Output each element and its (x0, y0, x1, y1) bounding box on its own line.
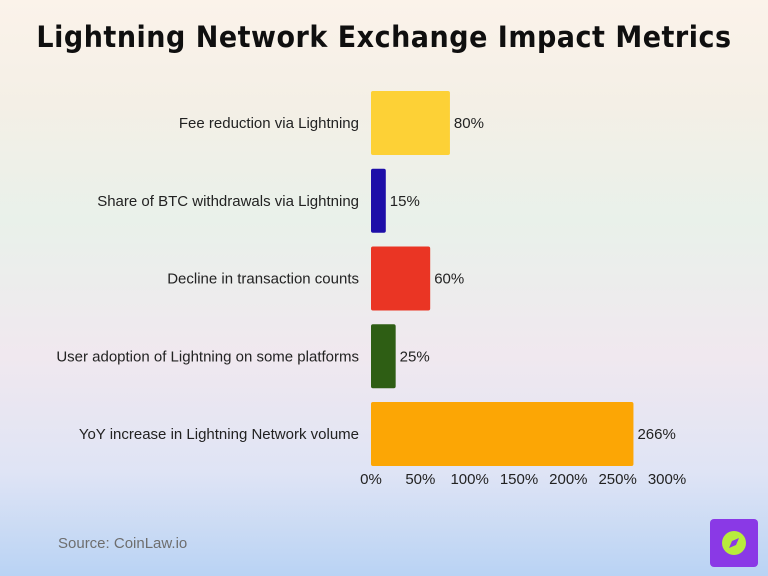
bar-chart: Fee reduction via Lightning 80% Share of B… (56, 91, 686, 488)
x-tick-label: 0% (360, 471, 382, 488)
bar (371, 91, 450, 155)
data-label: 266% (637, 426, 675, 443)
x-tick-label: 50% (405, 471, 435, 488)
x-tick-label: 200% (549, 471, 587, 488)
data-label: 25% (400, 348, 430, 365)
x-tick-label: 300% (648, 471, 686, 488)
coinlaw-logo (710, 519, 758, 567)
bar (371, 246, 431, 311)
bar (371, 168, 386, 233)
chart-title: Lightning Network Exchange Impact Metric… (36, 20, 732, 55)
bar (371, 324, 396, 389)
data-label: 60% (434, 271, 464, 288)
category-label: Decline in transaction counts (167, 271, 359, 288)
data-label: 15% (390, 193, 420, 210)
category-label: Share of BTC withdrawals via Lightning (97, 193, 359, 210)
bar (371, 402, 634, 466)
category-label: Fee reduction via Lightning (179, 115, 359, 132)
source-credit: Source: CoinLaw.io (58, 535, 188, 552)
x-tick-label: 150% (500, 471, 538, 488)
category-label: YoY increase in Lightning Network volume (79, 426, 359, 443)
data-label: 80% (454, 115, 484, 132)
x-tick-label: 250% (598, 471, 636, 488)
category-label: User adoption of Lightning on some platf… (56, 348, 359, 365)
compass-icon (722, 531, 746, 555)
x-tick-label: 100% (450, 471, 488, 488)
